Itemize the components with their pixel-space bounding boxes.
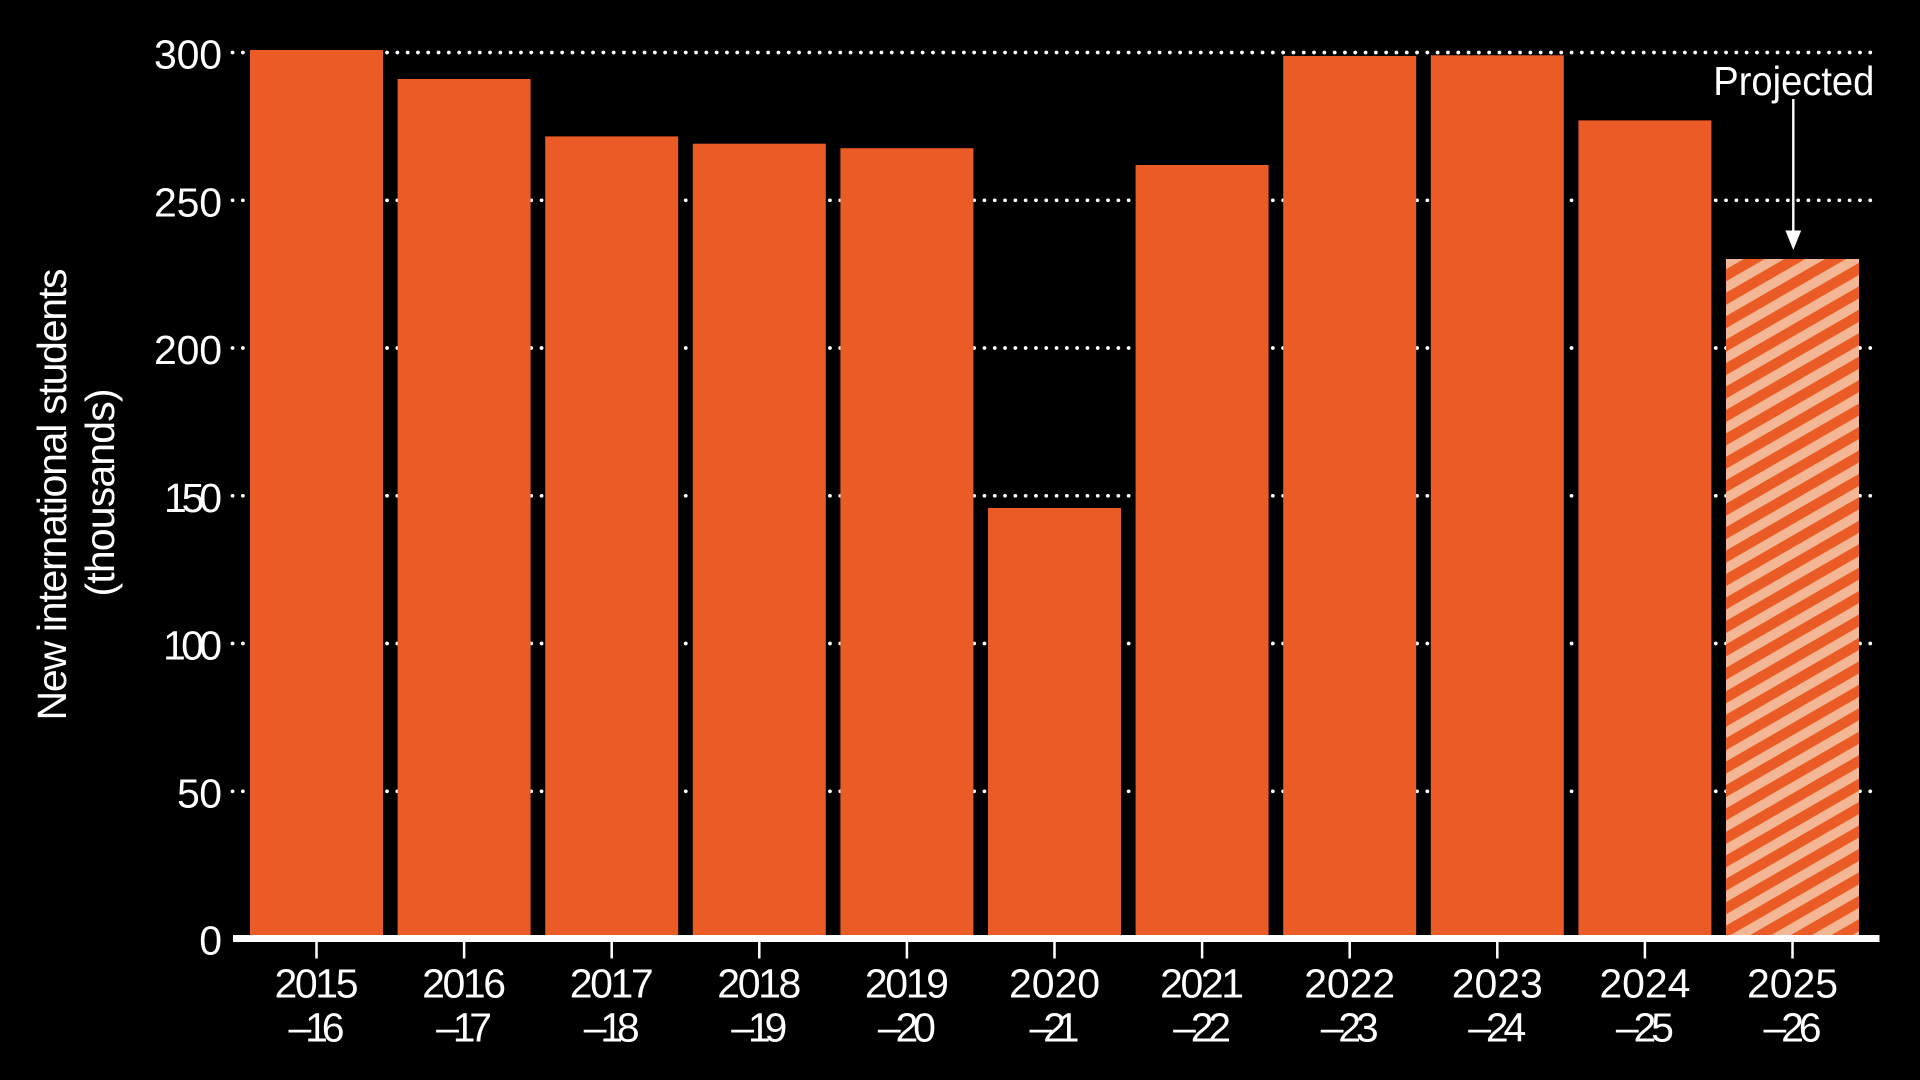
svg-text:50: 50	[177, 770, 222, 816]
svg-text:–22: –22	[1173, 1005, 1231, 1051]
svg-text:(thousands): (thousands)	[77, 389, 123, 597]
svg-text:100: 100	[163, 623, 222, 669]
svg-text:200: 200	[154, 327, 222, 373]
svg-text:–17: –17	[436, 1005, 492, 1051]
svg-text:–25: –25	[1616, 1005, 1674, 1051]
svg-text:300: 300	[154, 32, 222, 78]
svg-text:2025: 2025	[1747, 961, 1838, 1007]
svg-text:Projected: Projected	[1713, 58, 1874, 104]
svg-text:–24: –24	[1468, 1005, 1526, 1051]
svg-text:2023: 2023	[1452, 961, 1543, 1007]
svg-text:–19: –19	[731, 1005, 787, 1051]
svg-text:–20: –20	[878, 1005, 936, 1051]
svg-text:2019: 2019	[865, 961, 949, 1007]
svg-text:2015: 2015	[275, 961, 359, 1007]
svg-text:2017: 2017	[570, 961, 654, 1007]
svg-text:–21: –21	[1030, 1005, 1080, 1051]
svg-text:2022: 2022	[1304, 961, 1395, 1007]
svg-text:2024: 2024	[1599, 961, 1690, 1007]
svg-text:2021: 2021	[1160, 961, 1244, 1007]
svg-text:–16: –16	[289, 1005, 345, 1051]
svg-text:2016: 2016	[422, 961, 506, 1007]
svg-text:–26: –26	[1764, 1005, 1822, 1051]
svg-text:–18: –18	[584, 1005, 640, 1051]
svg-text:250: 250	[154, 179, 222, 225]
svg-text:–23: –23	[1321, 1005, 1379, 1051]
svg-text:2018: 2018	[717, 961, 801, 1007]
svg-text:2020: 2020	[1009, 961, 1100, 1007]
svg-text:0: 0	[199, 918, 222, 964]
svg-text:150: 150	[164, 475, 222, 521]
svg-text:New international students: New international students	[29, 269, 75, 721]
